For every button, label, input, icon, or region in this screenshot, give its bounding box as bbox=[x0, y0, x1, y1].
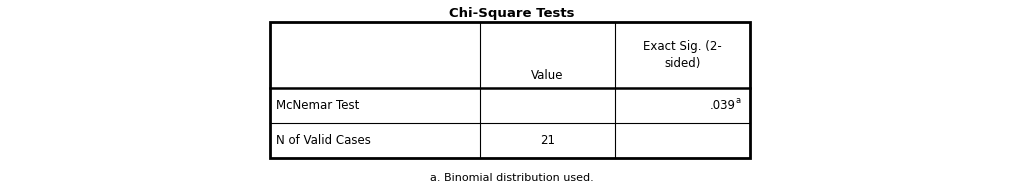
Text: McNemar Test: McNemar Test bbox=[276, 99, 359, 112]
Text: Exact Sig. (2-
sided): Exact Sig. (2- sided) bbox=[643, 40, 722, 70]
Text: a. Binomial distribution used.: a. Binomial distribution used. bbox=[430, 173, 594, 183]
Text: Chi-Square Tests: Chi-Square Tests bbox=[450, 7, 574, 21]
Text: N of Valid Cases: N of Valid Cases bbox=[276, 134, 371, 147]
Bar bbox=[270, 22, 750, 158]
Text: Value: Value bbox=[531, 69, 564, 82]
Text: a: a bbox=[736, 96, 741, 105]
Text: 21: 21 bbox=[540, 134, 555, 147]
Text: .039: .039 bbox=[710, 99, 736, 112]
